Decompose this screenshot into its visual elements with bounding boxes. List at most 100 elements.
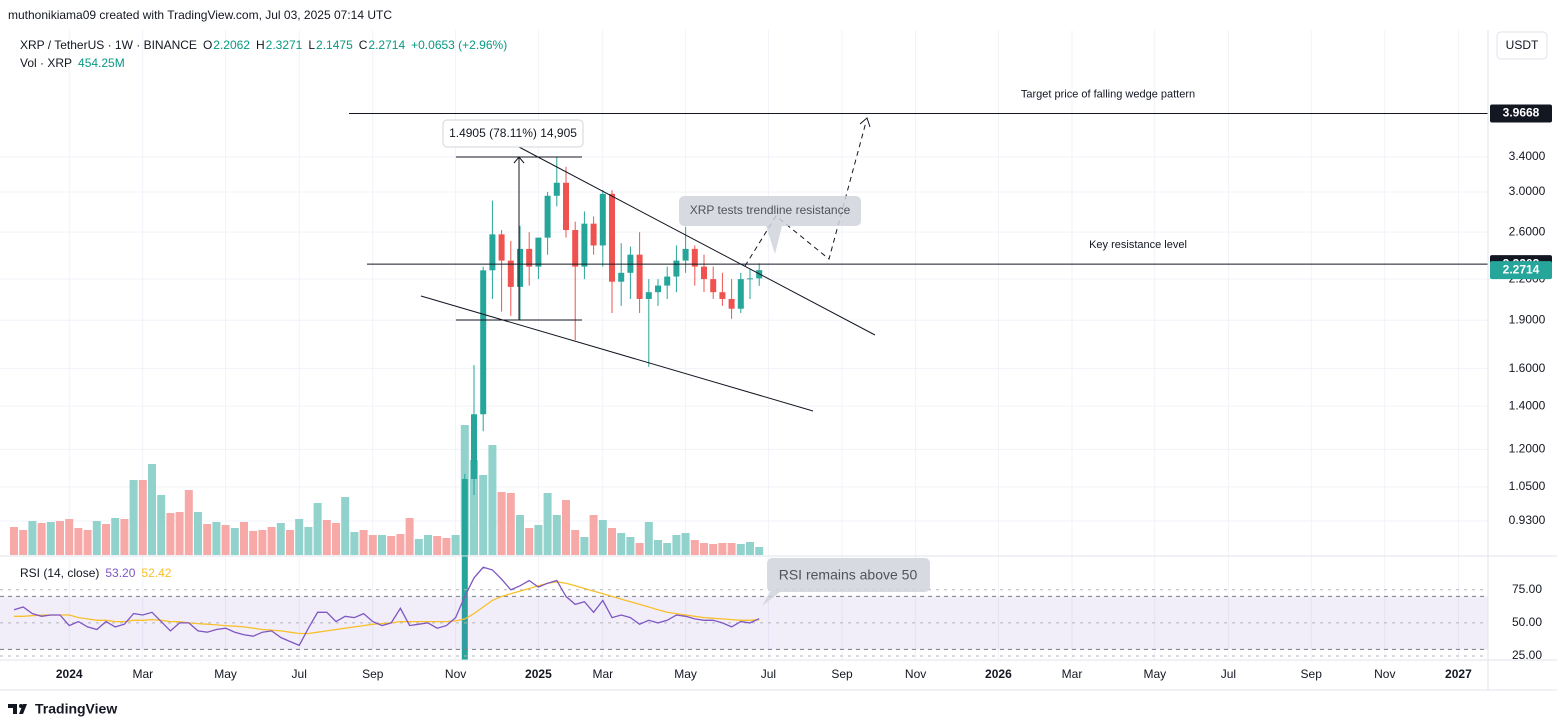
- candle-body: [507, 260, 514, 287]
- rsi-tick-label: 75.00: [1512, 582, 1542, 596]
- brand: TradingView: [35, 701, 117, 717]
- volume-bar: [396, 534, 405, 555]
- volume-bar: [28, 521, 37, 555]
- measure-label: 1.4905 (78.11%) 14,905: [449, 126, 577, 140]
- volume-bar: [378, 535, 386, 555]
- volume-bar: [681, 533, 690, 555]
- price-tag: [1490, 104, 1552, 123]
- candle-body: [535, 237, 542, 267]
- volume-value: 454.25M: [78, 56, 125, 70]
- volume-name: Vol · XRP: [20, 56, 73, 70]
- candle-body: [599, 193, 606, 246]
- candle-body: [636, 254, 643, 299]
- volume-bar: [562, 500, 570, 555]
- volume-bar: [663, 543, 672, 555]
- x-tick-label: Nov: [1374, 667, 1395, 681]
- brand-logo: [8, 704, 27, 714]
- y-tick-label: 1.2000: [1509, 442, 1546, 456]
- volume-bar: [258, 530, 267, 555]
- volume-bar: [470, 460, 478, 555]
- candle-body: [710, 279, 717, 293]
- x-tick-label: 2025: [525, 667, 552, 681]
- symbol: XRP / TetherUS · 1W · BINANCE: [20, 38, 197, 52]
- y-tick-label: 1.0500: [1509, 479, 1546, 493]
- price-tag-label: 2.2714: [1503, 262, 1540, 276]
- candle-body: [691, 248, 698, 267]
- value: 2.1475: [316, 38, 353, 52]
- volume-bar: [543, 493, 552, 555]
- volume-bar: [718, 543, 727, 555]
- volume-bar: [571, 530, 580, 555]
- volume-bar: [37, 523, 46, 555]
- volume-bar: [497, 492, 506, 555]
- volume-bar: [424, 535, 432, 555]
- x-tick-label: Jul: [761, 667, 776, 681]
- volume-bar: [433, 536, 442, 555]
- candle-body: [590, 223, 597, 246]
- candle-body: [747, 278, 753, 280]
- volume-bar: [479, 475, 488, 555]
- volume-bar: [184, 490, 193, 555]
- callout-bubble: [762, 558, 930, 606]
- rsi-tick-label: 50.00: [1512, 615, 1542, 629]
- candle-body: [728, 298, 735, 309]
- volume-bar: [10, 527, 18, 555]
- volume-bar: [552, 515, 561, 555]
- rsi-tick-label: 25.00: [1512, 648, 1542, 662]
- y-tick-label: 1.4000: [1509, 398, 1546, 412]
- author: muthonikiama09 created with TradingView.…: [8, 8, 392, 22]
- volume-bar: [203, 524, 212, 555]
- y-tick-label: 3.0000: [1509, 184, 1546, 198]
- x-tick-label: Sep: [362, 667, 384, 681]
- x-tick-label: Jul: [1221, 667, 1236, 681]
- x-tick-label: Jul: [292, 667, 307, 681]
- volume-bar: [736, 544, 745, 555]
- volume-bar: [249, 531, 258, 555]
- volume-bar: [175, 512, 184, 555]
- volume-bar: [690, 540, 699, 555]
- currency-button[interactable]: [1496, 31, 1548, 60]
- change: +0.0653 (+2.96%): [411, 38, 508, 52]
- volume-bar: [746, 542, 754, 555]
- rsi-value: 53.20: [105, 566, 136, 580]
- volume-bar: [350, 532, 359, 555]
- volume-bar: [617, 533, 626, 555]
- candle-body: [701, 266, 707, 280]
- volume-bar: [221, 525, 230, 555]
- annotation: RSI remains above 50: [779, 567, 918, 583]
- volume-bar: [534, 525, 543, 555]
- wedge-lower-line: [420, 295, 814, 412]
- annotation: XRP tests trendline resistance: [690, 203, 851, 217]
- volume-bar: [635, 543, 644, 555]
- x-tick-label: Sep: [831, 667, 853, 681]
- volume-bar: [65, 519, 74, 555]
- volume-bar: [166, 513, 175, 555]
- volume-bar: [56, 521, 64, 555]
- candle-body: [645, 292, 652, 299]
- x-tick-label: May: [1143, 667, 1166, 681]
- x-tick-label: Nov: [445, 667, 466, 681]
- candle-body: [471, 414, 477, 479]
- volume-bar: [359, 530, 368, 555]
- y-tick-label: 1.6000: [1509, 361, 1546, 375]
- candle-body: [655, 285, 661, 293]
- currency[interactable]: USDT: [1506, 38, 1539, 52]
- rsi-ma-line: [14, 581, 760, 635]
- candle-body: [498, 234, 505, 261]
- measure-arrowhead: [513, 156, 525, 164]
- volume-bar: [516, 515, 524, 555]
- candle-body: [719, 292, 726, 299]
- annotations: [349, 113, 1488, 606]
- candle-body: [737, 279, 744, 309]
- data-layer: [0, 156, 1488, 660]
- volume-bar: [727, 543, 736, 555]
- legend-volume: Vol · XRP 454.25M: [20, 56, 125, 70]
- volume-bar: [442, 538, 451, 555]
- volume-bar: [451, 535, 460, 555]
- label: C: [358, 38, 368, 52]
- volume-bar: [295, 519, 304, 555]
- label: L: [308, 38, 316, 52]
- volume-bar: [74, 528, 83, 555]
